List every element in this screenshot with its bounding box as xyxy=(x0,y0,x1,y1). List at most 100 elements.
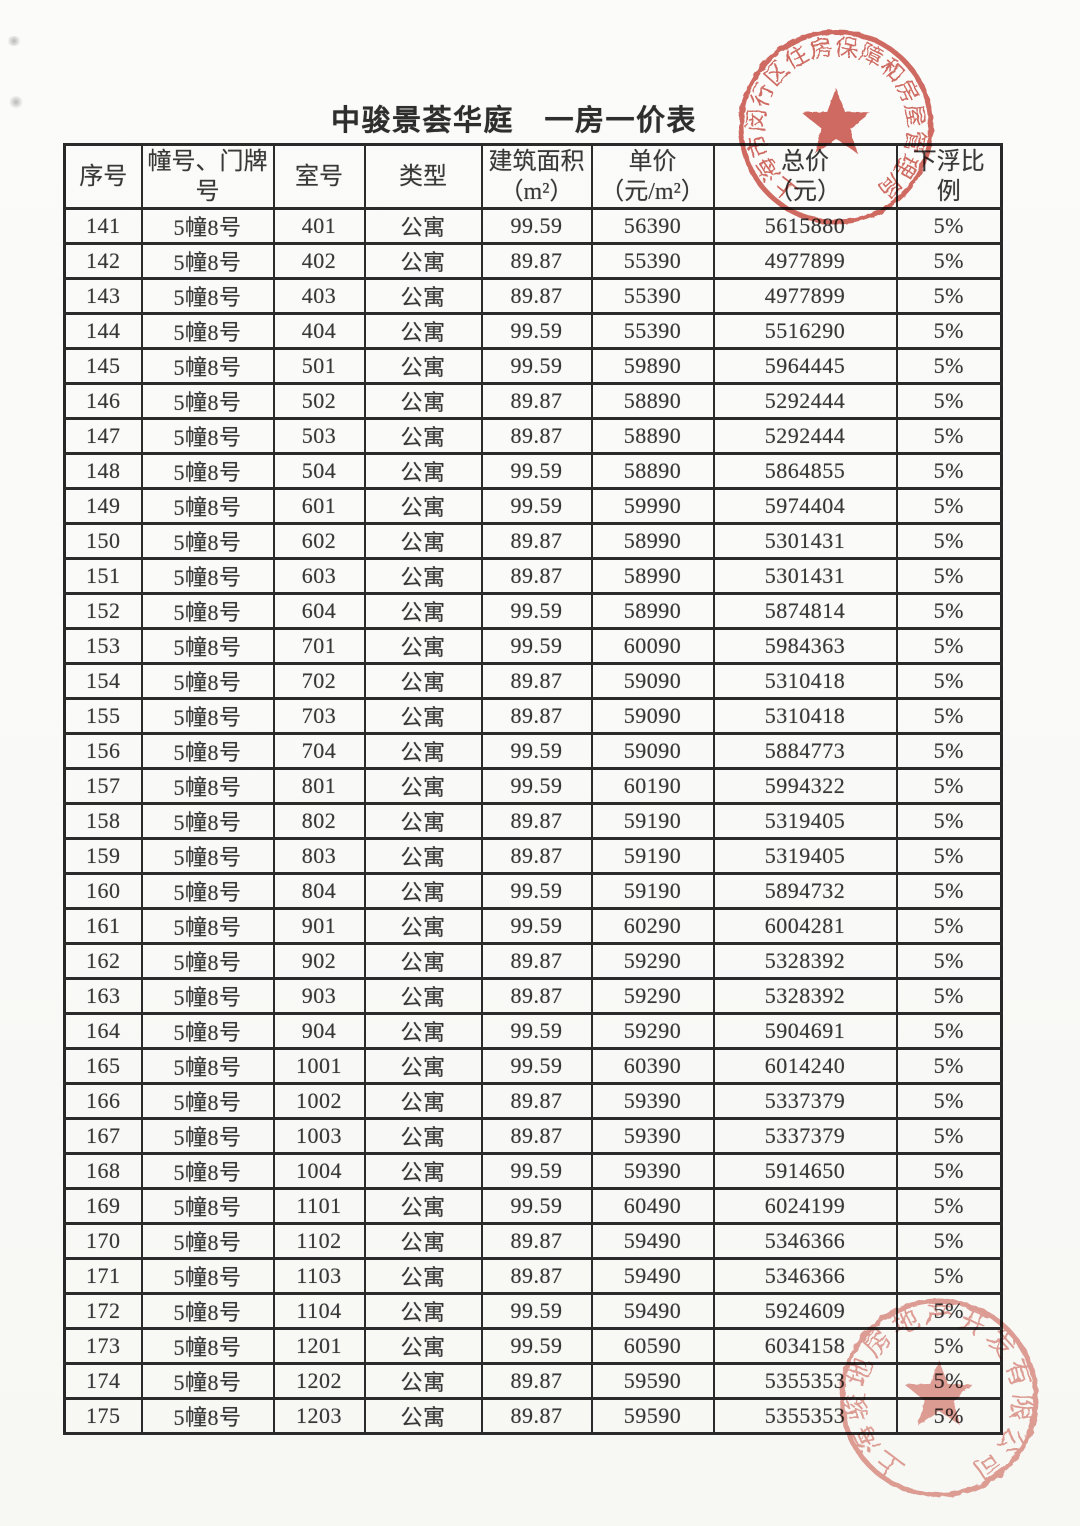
column-header: 序号 xyxy=(63,143,143,210)
table-cell: 5% xyxy=(895,662,1003,700)
table-cell: 99.59 xyxy=(480,207,593,245)
table-cell: 5幢8号 xyxy=(140,557,275,595)
table-cell: 99.59 xyxy=(480,767,593,805)
table-row: 170 5幢8号 1102 公寓 89.87 59490 5346366 5% xyxy=(63,1222,1003,1260)
table-cell: 604 xyxy=(272,592,366,630)
table-cell: 164 xyxy=(63,1012,143,1050)
table-cell: 5% xyxy=(895,452,1003,490)
table-cell: 公寓 xyxy=(363,1292,483,1330)
table-cell: 5幢8号 xyxy=(140,592,275,630)
table-cell: 59190 xyxy=(590,837,715,875)
table-cell: 99.59 xyxy=(480,347,593,385)
table-cell: 99.59 xyxy=(480,487,593,525)
table-cell: 59290 xyxy=(590,977,715,1015)
table-cell: 5% xyxy=(895,382,1003,420)
table-cell: 89.87 xyxy=(480,1117,593,1155)
table-cell: 公寓 xyxy=(363,662,483,700)
table-cell: 5幢8号 xyxy=(140,1152,275,1190)
table-row: 174 5幢8号 1202 公寓 89.87 59590 5355353 5% xyxy=(63,1362,1003,1400)
table-row: 143 5幢8号 403 公寓 89.87 55390 4977899 5% xyxy=(63,277,1003,315)
table-cell: 5幢8号 xyxy=(140,1082,275,1120)
table-cell: 5幢8号 xyxy=(140,487,275,525)
table-cell: 99.59 xyxy=(480,452,593,490)
table-cell: 公寓 xyxy=(363,1187,483,1225)
table-cell: 公寓 xyxy=(363,1047,483,1085)
table-cell: 4977899 xyxy=(712,242,898,280)
table-cell: 99.59 xyxy=(480,732,593,770)
table-cell: 5% xyxy=(895,977,1003,1015)
table-cell: 173 xyxy=(63,1327,143,1365)
table-cell: 5幢8号 xyxy=(140,1117,275,1155)
table-cell: 803 xyxy=(272,837,366,875)
table-cell: 5幢8号 xyxy=(140,1047,275,1085)
table-row: 147 5幢8号 503 公寓 89.87 58890 5292444 5% xyxy=(63,417,1003,455)
table-cell: 5幢8号 xyxy=(140,697,275,735)
table-cell: 公寓 xyxy=(363,907,483,945)
table-cell: 5% xyxy=(895,1362,1003,1400)
table-cell: 5337379 xyxy=(712,1117,898,1155)
table-cell: 5292444 xyxy=(712,417,898,455)
page-title: 中骏景荟华庭 一房一价表 xyxy=(328,97,701,145)
table-cell: 59590 xyxy=(590,1362,715,1400)
table-cell: 5% xyxy=(895,242,1003,280)
table-cell: 1103 xyxy=(272,1257,366,1295)
table-cell: 59090 xyxy=(590,732,715,770)
table-cell: 5幢8号 xyxy=(140,1222,275,1260)
table-cell: 58990 xyxy=(590,592,715,630)
table-cell: 89.87 xyxy=(480,1362,593,1400)
table-cell: 5984363 xyxy=(712,627,898,665)
table-cell: 5幢8号 xyxy=(140,382,275,420)
scan-artifact xyxy=(6,36,22,46)
table-cell: 902 xyxy=(272,942,366,980)
table-cell: 5301431 xyxy=(712,522,898,560)
table-cell: 5% xyxy=(895,1187,1003,1225)
table-cell: 60590 xyxy=(590,1327,715,1365)
table-cell: 公寓 xyxy=(363,1257,483,1295)
table-row: 154 5幢8号 702 公寓 89.87 59090 5310418 5% xyxy=(63,662,1003,700)
table-cell: 5幢8号 xyxy=(140,1292,275,1330)
table-cell: 公寓 xyxy=(363,767,483,805)
table-cell: 公寓 xyxy=(363,837,483,875)
table-row: 145 5幢8号 501 公寓 99.59 59890 5964445 5% xyxy=(63,347,1003,385)
table-row: 164 5幢8号 904 公寓 99.59 59290 5904691 5% xyxy=(63,1012,1003,1050)
table-cell: 5% xyxy=(895,1082,1003,1120)
table-cell: 59590 xyxy=(590,1397,715,1435)
table-cell: 58890 xyxy=(590,452,715,490)
table-cell: 145 xyxy=(63,347,143,385)
table-cell: 1201 xyxy=(272,1327,366,1365)
table-cell: 5355353 xyxy=(712,1362,898,1400)
table-cell: 6004281 xyxy=(712,907,898,945)
table-cell: 5% xyxy=(895,487,1003,525)
table-cell: 6014240 xyxy=(712,1047,898,1085)
table-cell: 公寓 xyxy=(363,277,483,315)
table-cell: 5幢8号 xyxy=(140,1257,275,1295)
table-cell: 公寓 xyxy=(363,242,483,280)
table-cell: 56390 xyxy=(590,207,715,245)
table-cell: 1102 xyxy=(272,1222,366,1260)
table-cell: 89.87 xyxy=(480,802,593,840)
table-cell: 89.87 xyxy=(480,417,593,455)
table-cell: 99.59 xyxy=(480,1327,593,1365)
table-cell: 99.59 xyxy=(480,627,593,665)
table-row: 153 5幢8号 701 公寓 99.59 60090 5984363 5% xyxy=(63,627,1003,665)
table-cell: 5% xyxy=(895,557,1003,595)
table-row: 171 5幢8号 1103 公寓 89.87 59490 5346366 5% xyxy=(63,1257,1003,1295)
table-cell: 5894732 xyxy=(712,872,898,910)
table-cell: 165 xyxy=(63,1047,143,1085)
table-cell: 公寓 xyxy=(363,732,483,770)
table-cell: 403 xyxy=(272,277,366,315)
table-cell: 5幢8号 xyxy=(140,1327,275,1365)
table-cell: 99.59 xyxy=(480,312,593,350)
table-cell: 503 xyxy=(272,417,366,455)
table-cell: 159 xyxy=(63,837,143,875)
table-cell: 5幢8号 xyxy=(140,977,275,1015)
table-row: 175 5幢8号 1203 公寓 89.87 59590 5355353 5% xyxy=(63,1397,1003,1435)
table-row: 166 5幢8号 1002 公寓 89.87 59390 5337379 5% xyxy=(63,1082,1003,1120)
table-cell: 5914650 xyxy=(712,1152,898,1190)
table-cell: 5904691 xyxy=(712,1012,898,1050)
table-cell: 58890 xyxy=(590,382,715,420)
table-cell: 5幢8号 xyxy=(140,1362,275,1400)
header-row: 序号 幢号、门牌 号室号 类型 建筑面积 （m²） 单价 （元/m²） 总价 （元） 下浮比… xyxy=(63,143,1003,210)
table-cell: 701 xyxy=(272,627,366,665)
